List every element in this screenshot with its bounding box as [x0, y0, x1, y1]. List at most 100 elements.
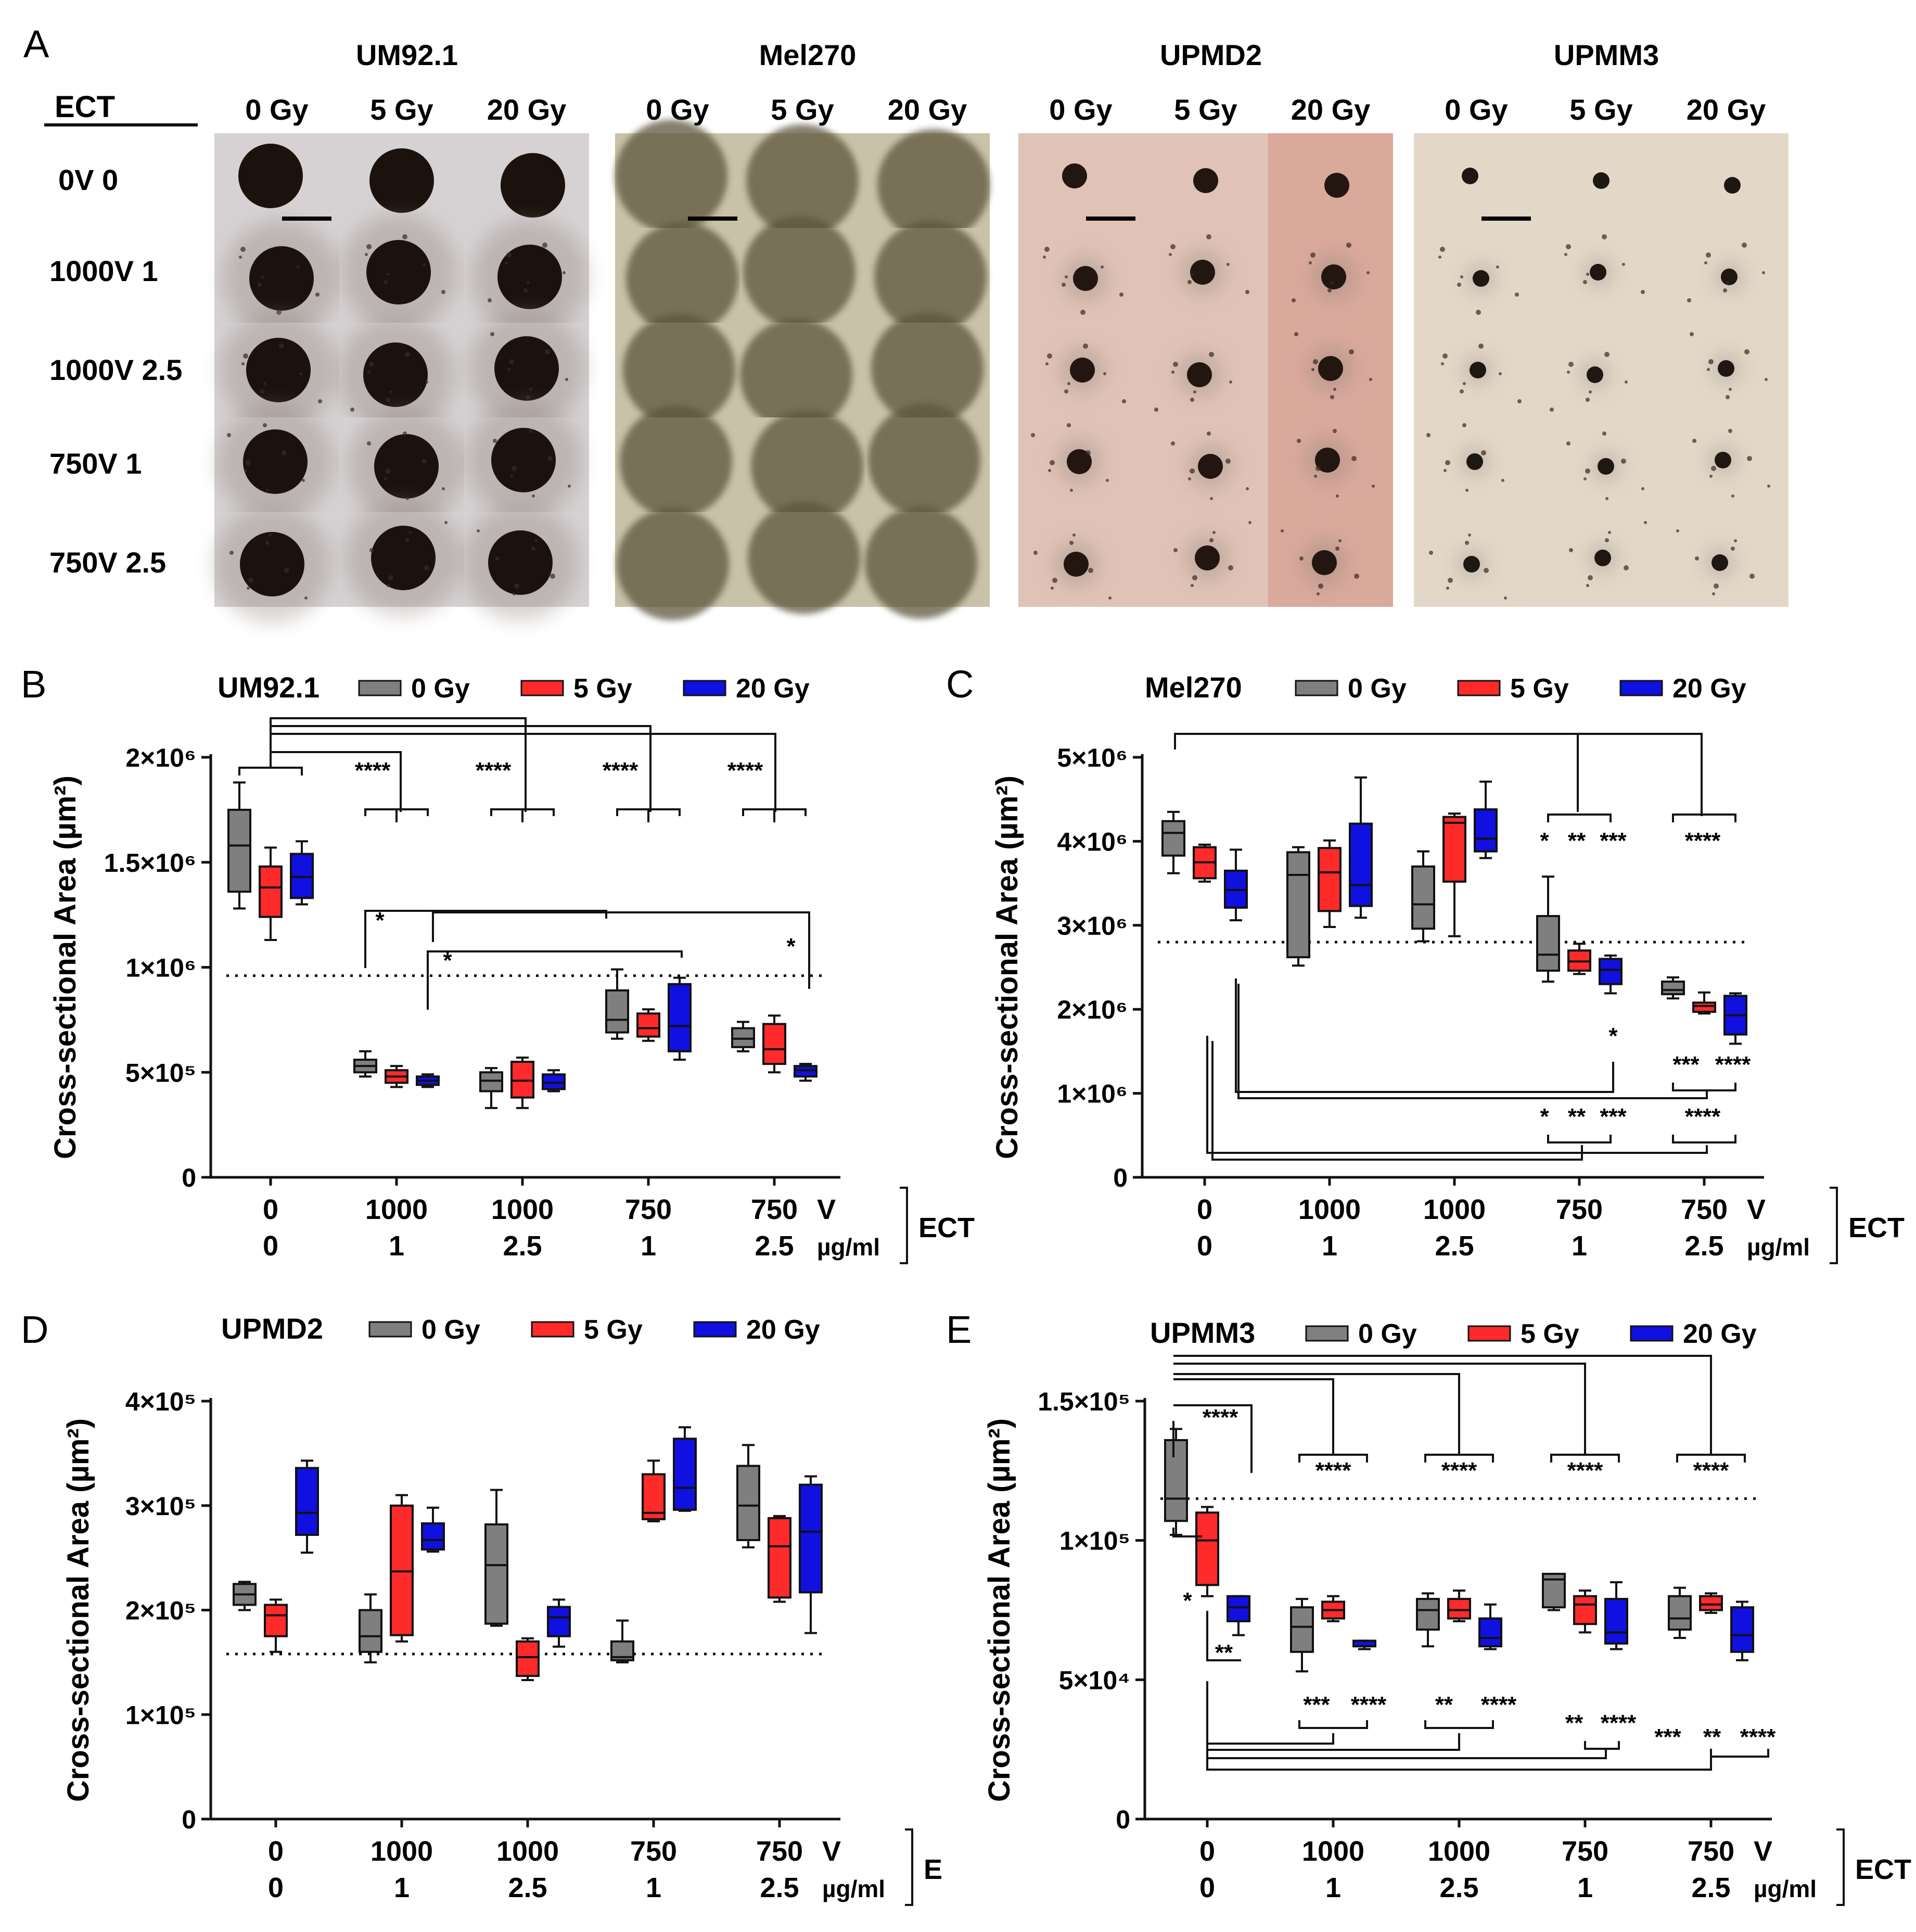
debris: [365, 253, 368, 256]
debris: [1742, 243, 1747, 248]
spheroid: [1073, 266, 1098, 291]
debris: [1072, 533, 1076, 537]
unit-voltage: V: [817, 1194, 836, 1225]
legend-swatch-1: [531, 1321, 574, 1338]
debris: [386, 468, 391, 474]
debris: [1062, 283, 1066, 287]
debris: [366, 244, 372, 249]
box-0gy-1: [353, 1050, 377, 1078]
debris: [1460, 275, 1463, 278]
dose-label: 5 Gy: [370, 93, 433, 126]
debris: [1478, 344, 1484, 349]
debris: [1481, 450, 1486, 455]
debris: [1723, 288, 1727, 293]
debris: [1297, 439, 1301, 443]
debris: [1692, 439, 1696, 443]
x-tick-dose: 2.5: [760, 1872, 799, 1903]
debris: [229, 551, 234, 555]
spheroid: [874, 221, 987, 333]
significance-stars: ****: [1203, 1405, 1238, 1430]
box-body: [736, 1465, 760, 1541]
debris: [1604, 352, 1610, 357]
dose-label: 5 Gy: [1569, 93, 1632, 126]
box-body: [359, 1609, 382, 1653]
debris: [425, 380, 428, 384]
box-body: [516, 1640, 540, 1677]
spheroid: [623, 314, 735, 426]
debris: [514, 583, 519, 589]
x-tick-voltage: 1000: [1302, 1836, 1364, 1867]
unit-voltage: V: [1754, 1836, 1772, 1867]
debris: [1050, 460, 1055, 465]
box-20gy-4: [799, 1475, 823, 1634]
debris: [523, 288, 528, 293]
spheroid: [740, 319, 852, 431]
debris: [477, 529, 480, 532]
x-tick-voltage: 750: [1681, 1194, 1728, 1225]
x-tick-voltage: 750: [1562, 1836, 1608, 1867]
significance-stars: ****: [1685, 828, 1721, 854]
y-axis-label: Cross-sectional Area (µm²): [48, 776, 82, 1159]
box-5gy-3: [642, 1459, 666, 1522]
box-body: [1349, 822, 1373, 907]
debris: [1047, 353, 1052, 359]
debris: [1294, 332, 1298, 336]
significance-stars: ****: [476, 758, 512, 783]
debris: [1045, 362, 1049, 365]
x-tick-voltage: 1000: [496, 1836, 559, 1867]
debris: [386, 398, 390, 402]
significance-stars: ****: [1315, 1458, 1351, 1483]
significance-bracket: [1235, 978, 1614, 1093]
spheroid: [1067, 449, 1092, 474]
debris: [1460, 389, 1464, 393]
legend-label-1: 5 Gy: [573, 673, 632, 704]
significance-bracket: [1173, 1363, 1586, 1455]
debris: [1103, 372, 1106, 375]
significance-bracket: [1206, 1733, 1460, 1751]
significance-bracket: [427, 950, 683, 1010]
significance-bracket: [1206, 1757, 1712, 1771]
debris: [1043, 256, 1046, 259]
spheroid: [1312, 550, 1337, 575]
spheroid: [865, 506, 977, 619]
box-20gy-0: [290, 840, 314, 906]
debris: [1310, 252, 1315, 258]
x-tick-voltage: 750: [756, 1836, 803, 1867]
debris: [1313, 359, 1318, 364]
debris: [1744, 349, 1749, 354]
significance-bracket: [1206, 1749, 1607, 1759]
spheroid: [366, 240, 431, 304]
box-body: [768, 1517, 791, 1599]
panel-e-chart: E UPMM3 0 Gy 5 Gy 20 Gy 0 5×10⁴ 1×10⁵ 1.5×10⁵ Cr…: [946, 1308, 1911, 1906]
debris: [1225, 459, 1231, 464]
spheroid: [1318, 356, 1343, 381]
box-5gy-1: [390, 1494, 414, 1643]
debris: [1586, 273, 1589, 276]
significance-stars: ***: [1303, 1692, 1330, 1718]
y-tick-label: 3×10⁵: [125, 1492, 196, 1521]
debris: [510, 475, 513, 478]
box-body: [1447, 1598, 1471, 1620]
box-body: [794, 1065, 818, 1078]
legend-swatch-2: [683, 680, 726, 696]
debris: [1088, 568, 1093, 573]
box-body: [1195, 1511, 1219, 1586]
debris: [367, 441, 371, 446]
debris: [1714, 583, 1719, 589]
debris: [1602, 234, 1607, 239]
spheroid: [1590, 264, 1606, 281]
debris: [1625, 380, 1628, 384]
debris: [1083, 344, 1088, 349]
debris: [424, 565, 429, 570]
debris: [1173, 362, 1178, 367]
debris: [1441, 362, 1444, 365]
unit-dose: µg/ml: [1754, 1875, 1817, 1902]
dose-label: 0 Gy: [245, 93, 308, 126]
debris: [1641, 487, 1644, 490]
y-tick-label: 0: [1113, 1163, 1128, 1192]
group-label: ECT: [1855, 1854, 1911, 1885]
significance-bracket: [1672, 814, 1736, 822]
box-5gy-4: [768, 1515, 791, 1603]
debris: [1499, 372, 1502, 375]
debris: [241, 362, 245, 365]
